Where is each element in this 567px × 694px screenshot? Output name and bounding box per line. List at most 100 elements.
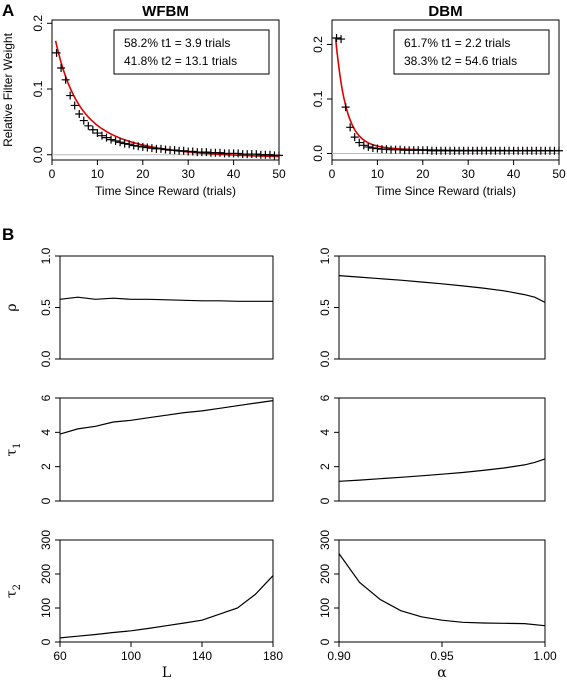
a-left-data-point [93, 129, 102, 138]
a-right-data-point [555, 146, 563, 155]
b-tau1-alpha-ytick-label: 0 [318, 497, 332, 504]
a-left-data-point [107, 135, 116, 144]
a-left-xtick-label: 30 [182, 167, 196, 181]
b-tau1-alpha-frame [338, 397, 546, 502]
b-tau1-alpha-ytick-label: 4 [318, 429, 332, 436]
panel-label-a: A [2, 1, 14, 20]
a-left-data-point [265, 150, 274, 159]
a-left-data-point [215, 148, 224, 157]
b-tau2-alpha-xtick-label: 0.90 [327, 649, 351, 663]
a-left-annotation-line: 58.2% t1 = 3.9 trials [124, 36, 230, 50]
b-tau1-alpha-ytick-label: 6 [318, 394, 332, 401]
a-left-data-point [134, 142, 143, 151]
a-right-title: DBM [428, 3, 462, 20]
b-tau2-alpha-ytick-label: 300 [318, 530, 332, 550]
b-tau2-alpha-ytick-label: 0 [318, 638, 332, 645]
b-tau2-alpha-ytick-label: 200 [318, 564, 332, 584]
a-left-data-point [88, 125, 97, 134]
b-tau2-l-ylabel: τ2 [4, 584, 23, 598]
b-tau2-l-ylabel-symbol: τ [4, 590, 20, 598]
a-left-data-point [70, 101, 79, 110]
b-rho-l-series-line [59, 296, 273, 302]
b-rho-l-ytick-label: 0.0 [39, 350, 53, 367]
a-right-xtick-label: 30 [462, 167, 476, 181]
a-left-data-point [138, 142, 147, 151]
b-tau2-l-ytick-label: 0 [39, 638, 53, 645]
b-tau1-alpha-ytick-label: 2 [318, 463, 332, 470]
a-left-data-point [252, 150, 261, 159]
b-rho-alpha-ytick-label: 0.5 [318, 299, 332, 316]
a-right-xtick-label: 10 [371, 167, 385, 181]
a-left-data-point [143, 143, 152, 152]
b-tau2-l-ytick-label: 100 [39, 598, 53, 618]
a-right-annotation-line: 61.7% t1 = 2.2 trials [404, 36, 510, 50]
a-left-data-point [275, 151, 283, 160]
b-tau2-alpha-xlabel: α [437, 665, 447, 681]
a-left-data-point [84, 121, 93, 130]
a-right-frame [331, 19, 560, 161]
a-right-data-point [337, 35, 346, 44]
a-left-frame [51, 19, 280, 161]
a-right-ytick-label: 0.2 [311, 36, 325, 53]
b-tau1-alpha-series-line [338, 458, 546, 482]
b-tau1-l-ytick-label: 2 [39, 463, 53, 470]
b-rho-l-frame [59, 255, 274, 360]
a-left-xtick-label: 10 [91, 167, 105, 181]
a-left-data-point [170, 146, 179, 155]
b-tau1-l-ytick-label: 4 [39, 429, 53, 436]
a-left-data-point [156, 144, 165, 153]
b-tau2-l-ytick-label: 200 [39, 564, 53, 584]
a-left-ylabel: Relative Filter Weight [1, 32, 15, 146]
a-right-xtick-label: 50 [552, 167, 566, 181]
b-tau2-l-ytick-label: 300 [39, 530, 53, 550]
a-right-xtick-label: 20 [416, 167, 430, 181]
a-left-data-point [120, 139, 129, 148]
a-left-ytick-label: 0.1 [31, 80, 45, 97]
b-tau2-l-series-line [59, 575, 274, 639]
a-right-data-point [346, 123, 355, 132]
a-left-data-point [102, 133, 111, 142]
panel-label-b: B [2, 225, 14, 244]
a-left-data-point [52, 48, 61, 57]
a-left-data-point [125, 140, 134, 149]
b-rho-l-ylabel: ρ [4, 303, 20, 311]
b-tau2-l-xtick-label: 60 [53, 649, 67, 663]
a-left-data-point [57, 63, 66, 72]
b-rho-alpha-series-line [338, 275, 546, 303]
a-left-data-point [161, 145, 170, 154]
b-tau2-l-ylabel-subscript: 2 [12, 584, 23, 590]
a-left-data-point [188, 147, 197, 156]
b-tau1-l-ytick-label: 6 [39, 394, 53, 401]
b-tau1-l-ylabel-subscript: 1 [12, 442, 23, 448]
a-left-data-point [66, 91, 75, 100]
a-left-title: WFBM [142, 3, 189, 20]
b-tau2-alpha-ytick-label: 100 [318, 598, 332, 618]
b-tau2-l-xtick-label: 100 [121, 649, 141, 663]
a-left-data-point [129, 141, 138, 150]
b-tau2-l-xtick-label: 180 [263, 649, 283, 663]
a-right-xtick-label: 40 [507, 167, 521, 181]
b-tau1-l-frame [59, 397, 274, 502]
a-right-data-point [364, 142, 373, 151]
a-left-xtick-label: 20 [136, 167, 150, 181]
b-rho-alpha-ytick-label: 0.0 [318, 350, 332, 367]
b-tau1-l-ylabel: τ1 [4, 442, 23, 456]
b-tau2-l-frame [59, 539, 274, 643]
a-right-xtick-label: 0 [329, 167, 336, 181]
a-left-annotation-line: 41.8% t2 = 13.1 trials [124, 54, 237, 68]
a-right-annotation-line: 38.3% t2 = 54.6 trials [404, 54, 517, 68]
a-left-data-point [111, 136, 120, 145]
a-right-data-point [350, 133, 359, 142]
b-rho-alpha-frame [338, 255, 546, 360]
a-left-data-point [79, 116, 88, 125]
a-left-data-point [147, 144, 156, 153]
b-tau2-l-xtick-label: 140 [192, 649, 212, 663]
a-left-data-point [61, 75, 70, 84]
a-left-data-point [234, 149, 243, 158]
a-right-ytick-label: 0.1 [311, 90, 325, 107]
a-left-xlabel: Time Since Reward (trials) [95, 184, 236, 198]
a-left-data-point [75, 109, 84, 118]
a-right-data-point [341, 103, 350, 112]
a-left-data-point [179, 146, 188, 155]
